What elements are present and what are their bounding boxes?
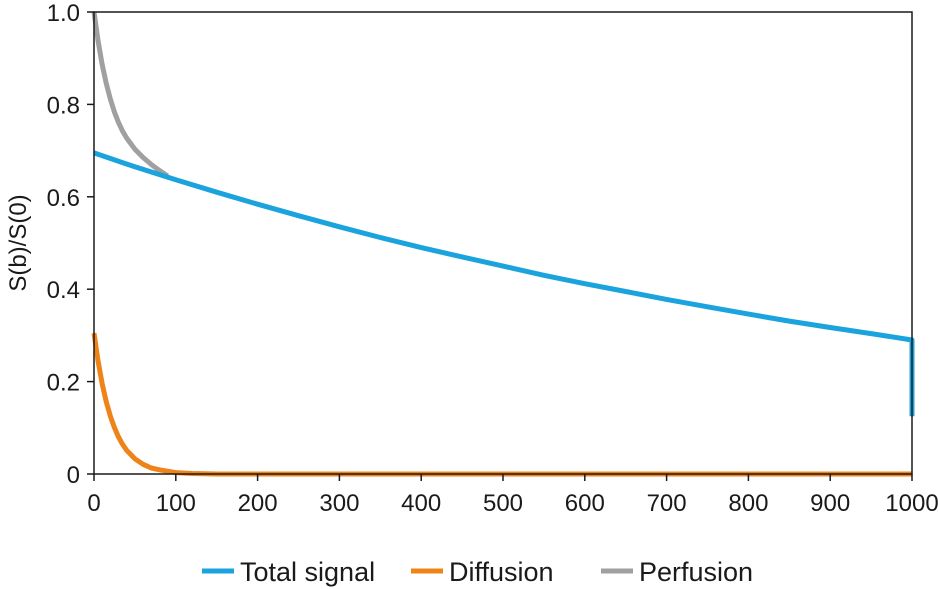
y-tick-label: 0.8 [47,92,80,119]
series-line-diffusion [91,332,912,477]
plot-frame [93,11,913,475]
y-tick-label: 0.2 [47,370,80,397]
plot-area [91,11,915,477]
x-tick-label: 800 [728,490,768,517]
legend-label: Perfusion [639,557,753,587]
series-line-perfusion [91,11,169,179]
x-tick-label: 400 [401,490,441,517]
x-tick-label: 700 [647,490,687,517]
x-tick-label: 0 [87,490,100,517]
x-tick-label: 900 [810,490,850,517]
y-axis-label: S(b)/S(0) [5,194,32,291]
x-tick-label: 300 [319,490,359,517]
y-axis: 0 0.2 0.4 0.6 0.8 1.0 [47,0,94,489]
y-tick-label: 0.4 [47,277,80,304]
y-tick-label: 0 [67,462,80,489]
x-axis: 0 100 200 300 400 500 600 700 800 900 1000 [87,474,938,517]
legend-label: Total signal [240,557,375,587]
x-tick-label: 200 [238,490,278,517]
x-tick-label: 500 [483,490,523,517]
x-tick-label: 100 [156,490,196,517]
legend: Total signal Diffusion Perfusion [202,557,753,587]
x-tick-label: 600 [565,490,605,517]
series-line-total-signal [93,150,915,417]
y-tick-label: 0.6 [47,185,80,212]
y-tick-label: 1.0 [47,0,80,27]
legend-label: Diffusion [449,557,554,587]
x-tick-label: 1000 [885,490,938,517]
